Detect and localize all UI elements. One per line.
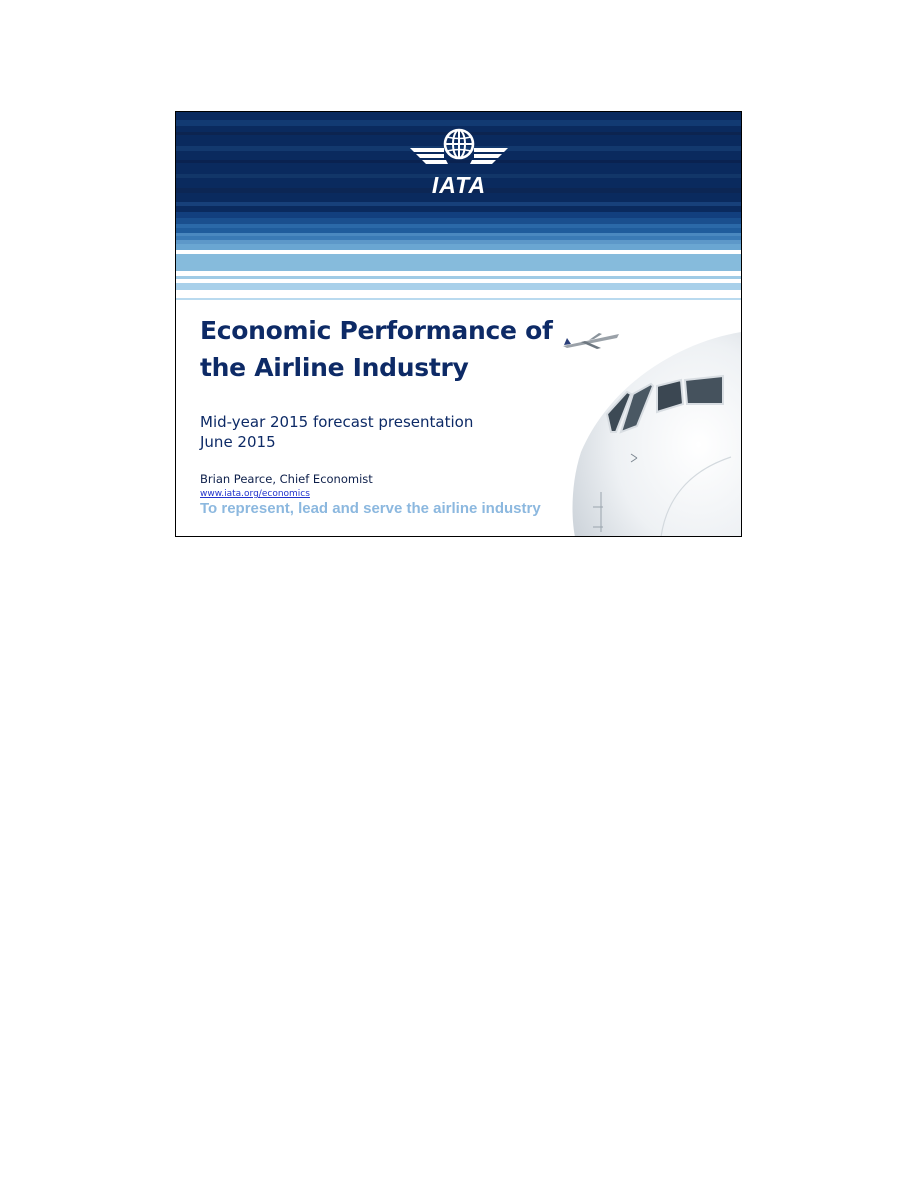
airplane-icon bbox=[563, 333, 619, 349]
aircraft-nose-image bbox=[572, 332, 741, 536]
logo-wordmark: IATA bbox=[431, 172, 487, 198]
header-banner: IATA bbox=[176, 112, 741, 302]
economics-link[interactable]: www.iata.org/economics bbox=[200, 489, 310, 499]
iata-logo: IATA bbox=[408, 126, 510, 198]
title-slide: IATA Economic Performance of the Airli bbox=[175, 111, 742, 537]
subtitle-line: Mid-year 2015 forecast presentation bbox=[200, 413, 474, 431]
subtitle-date: June 2015 bbox=[200, 433, 276, 451]
slide-subtitle: Mid-year 2015 forecast presentation June… bbox=[200, 412, 473, 452]
tagline: To represent, lead and serve the airline… bbox=[200, 500, 541, 517]
author-line: Brian Pearce, Chief Economist bbox=[200, 472, 373, 486]
slide-title: Economic Performance of the Airline Indu… bbox=[200, 316, 553, 382]
globe-wings-icon bbox=[410, 128, 508, 164]
